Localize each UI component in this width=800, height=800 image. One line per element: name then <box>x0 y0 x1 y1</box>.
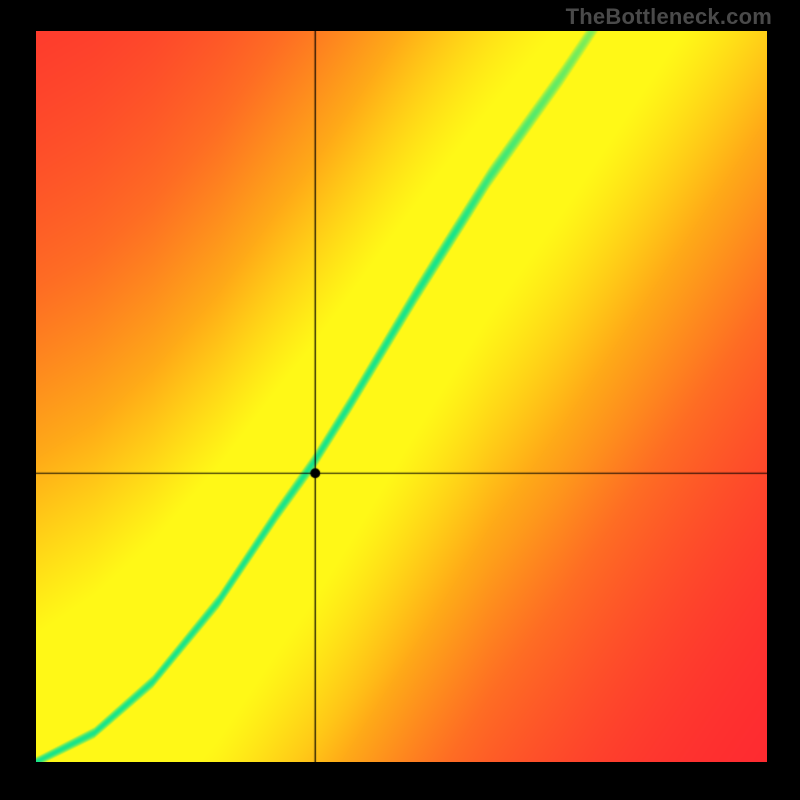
watermark-label: TheBottleneck.com <box>566 4 772 30</box>
chart-container: TheBottleneck.com <box>0 0 800 800</box>
bottleneck-heatmap-canvas <box>36 31 767 762</box>
